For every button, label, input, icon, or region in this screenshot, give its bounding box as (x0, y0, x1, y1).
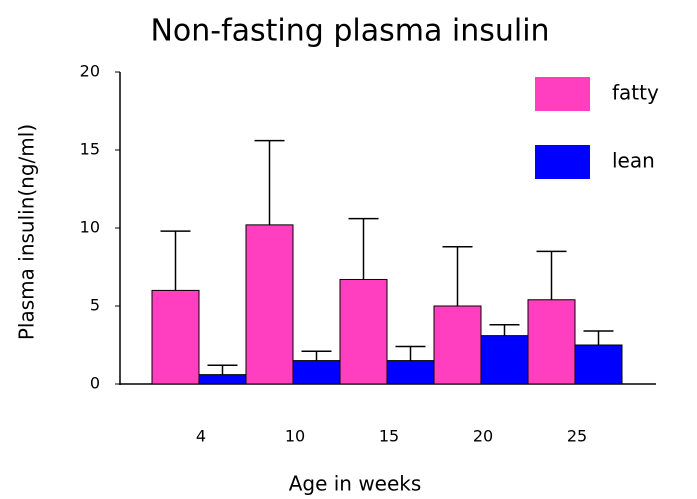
bar (574, 344, 623, 385)
y-tick-label: 5 (90, 296, 100, 315)
y-tick-label: 0 (90, 374, 100, 393)
y-axis-label: Plasma insulin(ng/ml) (15, 124, 39, 340)
bar (480, 335, 529, 385)
legend-label: fatty (612, 81, 659, 105)
x-tick-label: 25 (567, 427, 587, 446)
legend-swatch (535, 145, 590, 179)
bar (245, 224, 294, 385)
bar (151, 289, 200, 385)
bar (527, 299, 576, 385)
bar (198, 374, 247, 385)
legend-label: lean (612, 149, 655, 173)
bar (339, 278, 388, 385)
x-tick-label: 20 (473, 427, 493, 446)
x-tick-label: 10 (285, 427, 305, 446)
x-tick-label: 4 (196, 427, 206, 446)
y-tick-label: 10 (80, 218, 100, 237)
bar (386, 360, 435, 385)
bar (292, 360, 341, 385)
x-tick-label: 15 (379, 427, 399, 446)
x-axis-label: Age in weeks (289, 472, 422, 496)
legend-swatch (535, 77, 590, 111)
bar (433, 305, 482, 385)
y-tick-label: 15 (80, 140, 100, 159)
chart-title: Non-fasting plasma insulin (150, 14, 549, 49)
y-tick-label: 20 (80, 62, 100, 81)
